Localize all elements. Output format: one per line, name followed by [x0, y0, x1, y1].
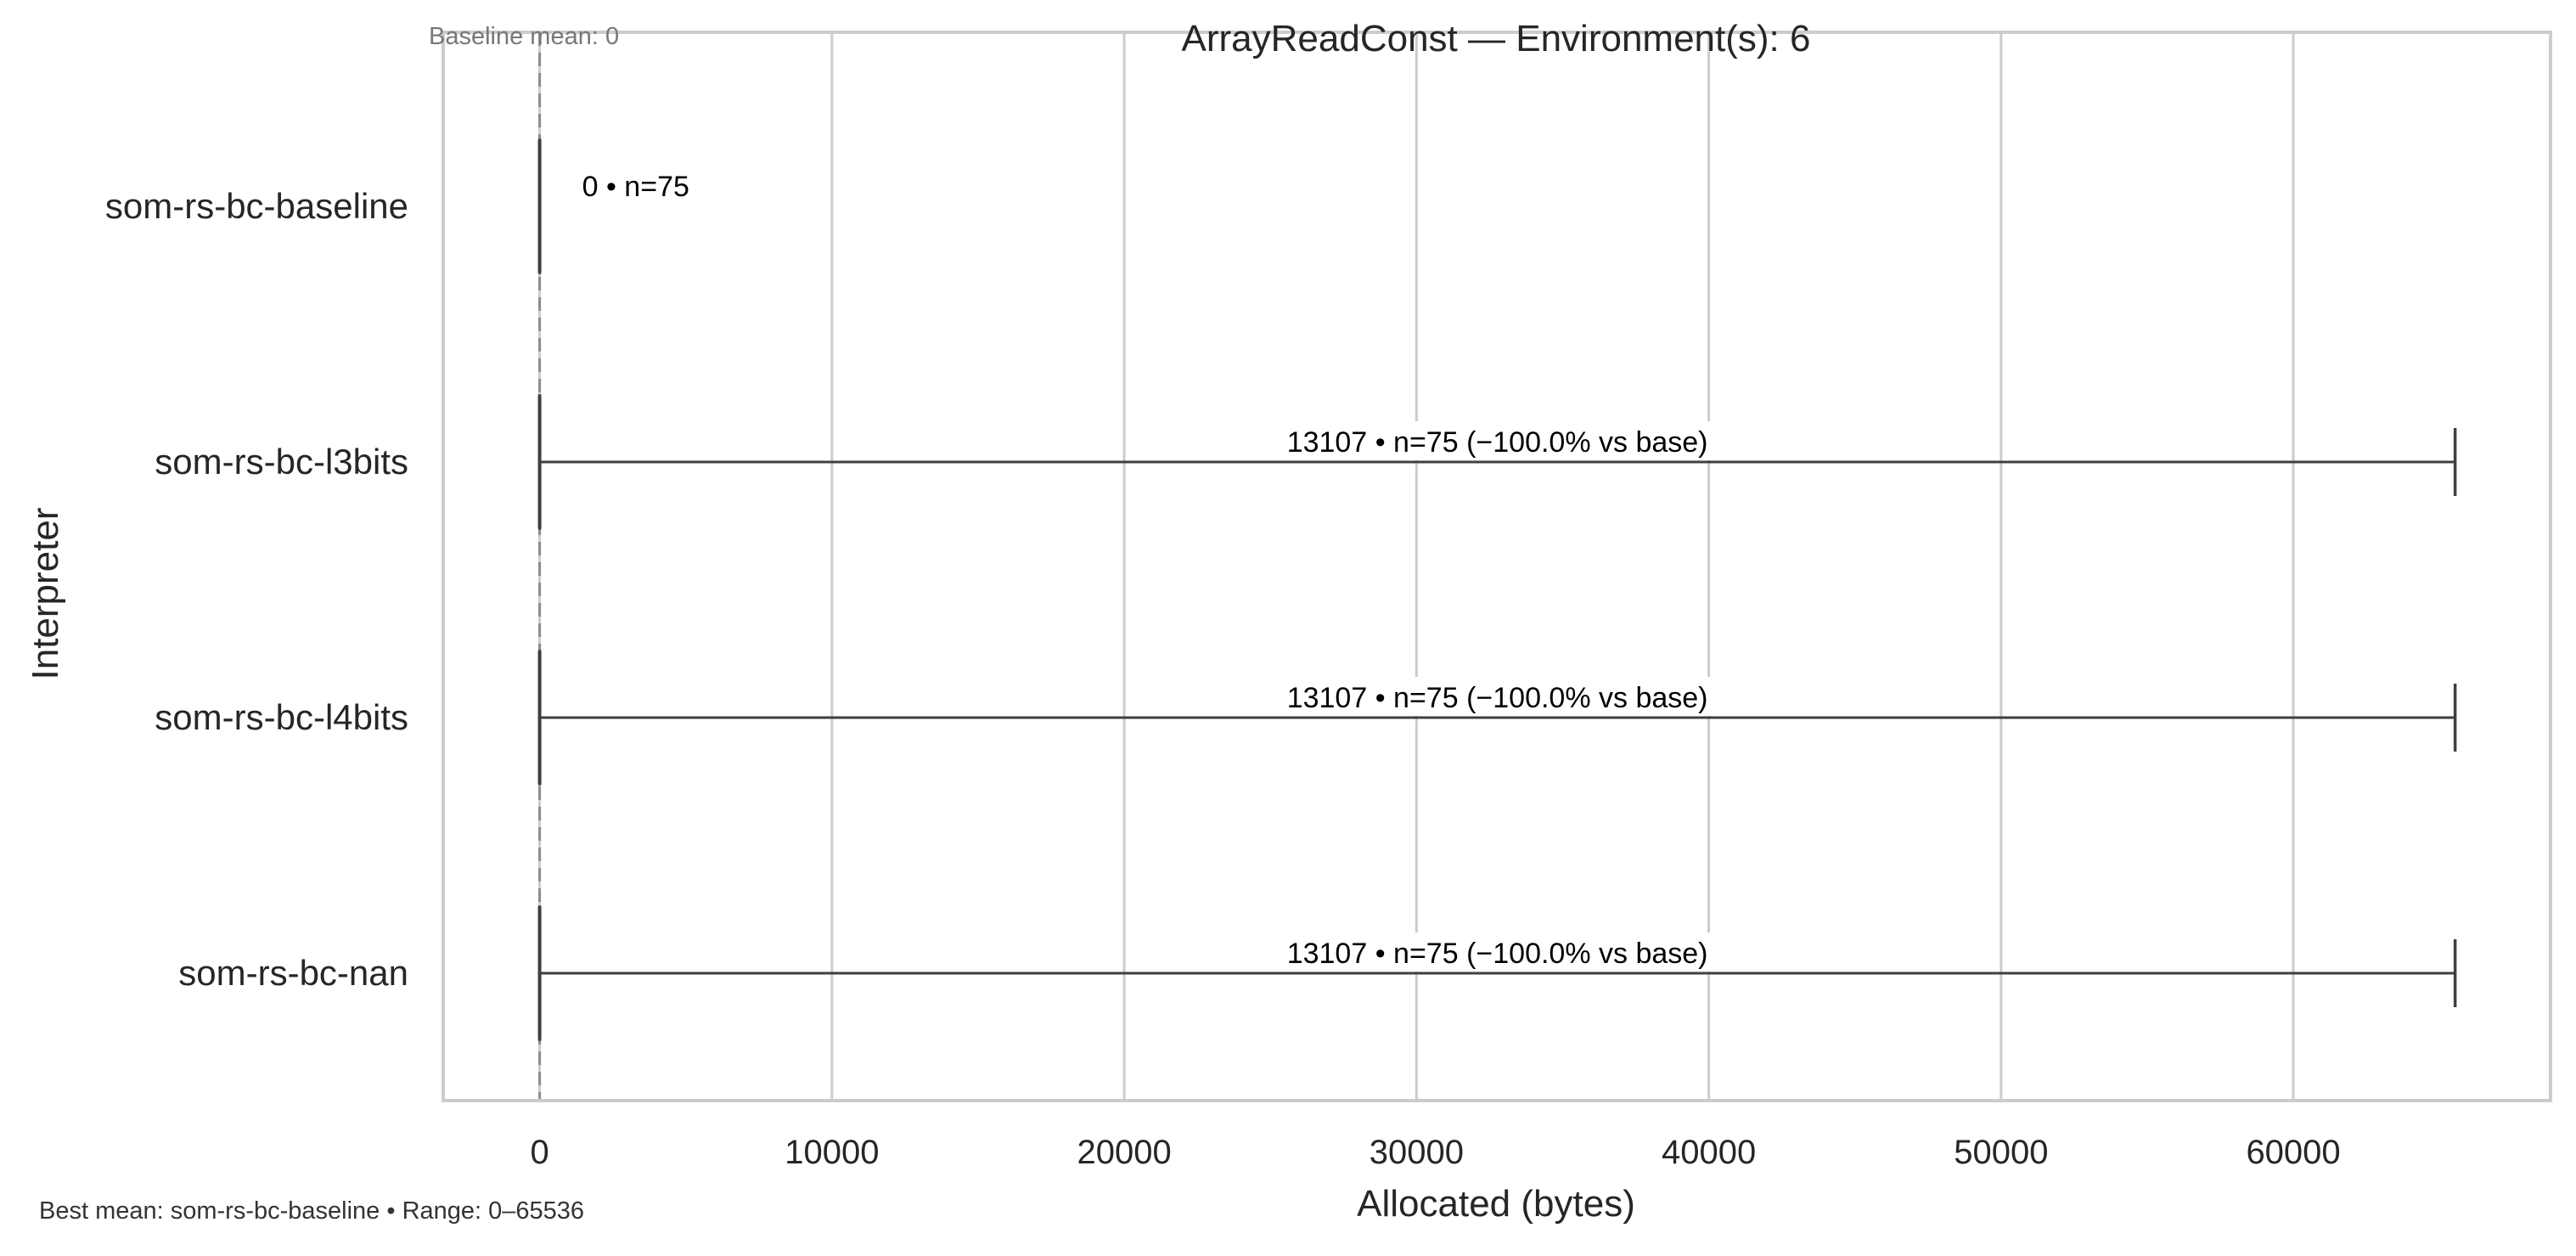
y-tick-label: som-rs-bc-nan: [178, 953, 408, 993]
y-axis-label: Interpreter: [25, 508, 66, 680]
box-mark: [540, 396, 2455, 528]
chart-title: ArrayReadConst — Environment(s): 6: [1182, 18, 1811, 59]
y-tick-label: som-rs-bc-l4bits: [155, 697, 408, 737]
baseline-note: Baseline mean: 0: [429, 23, 619, 50]
data-label: 0 • n=75: [582, 171, 689, 203]
box-mark: [540, 651, 2455, 784]
x-axis-label: Allocated (bytes): [1357, 1183, 1635, 1225]
x-tick-label: 10000: [785, 1134, 879, 1171]
box-mark: [540, 907, 2455, 1039]
x-tick-label: 0: [530, 1134, 548, 1171]
x-tick-label: 40000: [1662, 1134, 1756, 1171]
data-label: 13107 • n=75 (−100.0% vs base): [1287, 682, 1708, 714]
box-layer: [540, 140, 2455, 1039]
tick-layer: 0 10000 20000 30000 40000 50000 60000 som-rs-bc…: [105, 186, 2341, 1171]
x-tick-label: 60000: [2246, 1134, 2340, 1171]
annotation-layer: 0 • n=75 13107 • n=75 (−100.0% vs base) 13…: [582, 171, 1735, 972]
data-label: 13107 • n=75 (−100.0% vs base): [1287, 938, 1708, 970]
x-tick-label: 30000: [1370, 1134, 1464, 1171]
y-tick-label: som-rs-bc-l3bits: [155, 442, 408, 482]
y-tick-label: som-rs-bc-baseline: [105, 186, 408, 226]
footer-note: Best mean: som-rs-bc-baseline • Range: 0…: [39, 1197, 584, 1225]
data-label: 13107 • n=75 (−100.0% vs base): [1287, 426, 1708, 459]
x-tick-label: 20000: [1077, 1134, 1171, 1171]
x-tick-label: 50000: [1954, 1134, 2048, 1171]
